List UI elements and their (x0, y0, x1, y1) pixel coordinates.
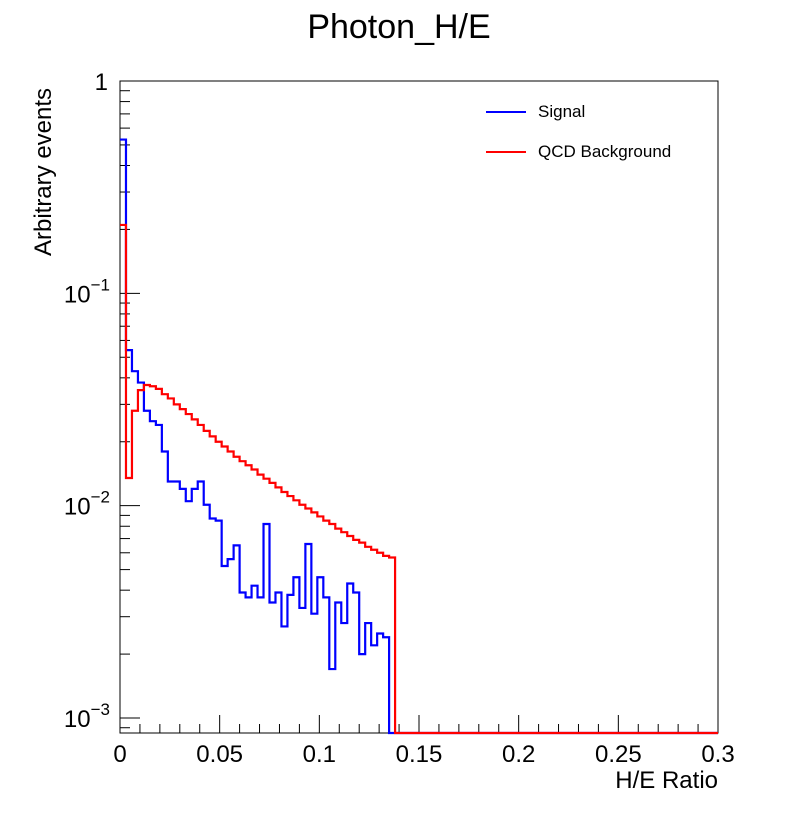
x-tick-label: 0.15 (396, 741, 443, 768)
x-tick-label: 0 (113, 741, 126, 768)
series-group (120, 138, 718, 735)
legend-item-signal: Signal (486, 92, 671, 132)
y-tick-label: 1 (95, 69, 108, 96)
legend-swatch-qcd-background (486, 151, 526, 153)
legend-label-qcd-background: QCD Background (538, 142, 672, 161)
x-tick-label: 0.25 (595, 741, 642, 768)
legend-item-qcd-background: QCD Background (486, 132, 671, 172)
x-axis-label: H/E Ratio (615, 767, 718, 794)
y-tick-label: 10−2 (64, 488, 110, 521)
legend: Signal QCD Background (486, 92, 671, 172)
x-axis: 0 0.05 0.1 0.15 0.2 0.25 0.3 (113, 715, 735, 768)
y-axis: 1 10−1 10−2 10−3 (64, 69, 140, 733)
x-tick-label: 0.3 (701, 741, 734, 768)
legend-swatch-signal (486, 111, 526, 113)
x-tick-label: 0.2 (502, 741, 535, 768)
series-line-qcd-background (120, 223, 718, 735)
y-tick-label: 10−3 (64, 700, 110, 733)
plot-frame (119, 80, 719, 734)
x-tick-label: 0.05 (196, 741, 243, 768)
y-tick-label: 10−1 (64, 275, 110, 308)
legend-label-signal: Signal (538, 102, 586, 121)
x-tick-label: 0.1 (303, 741, 336, 768)
chart-title: Photon_H/E (307, 8, 491, 46)
